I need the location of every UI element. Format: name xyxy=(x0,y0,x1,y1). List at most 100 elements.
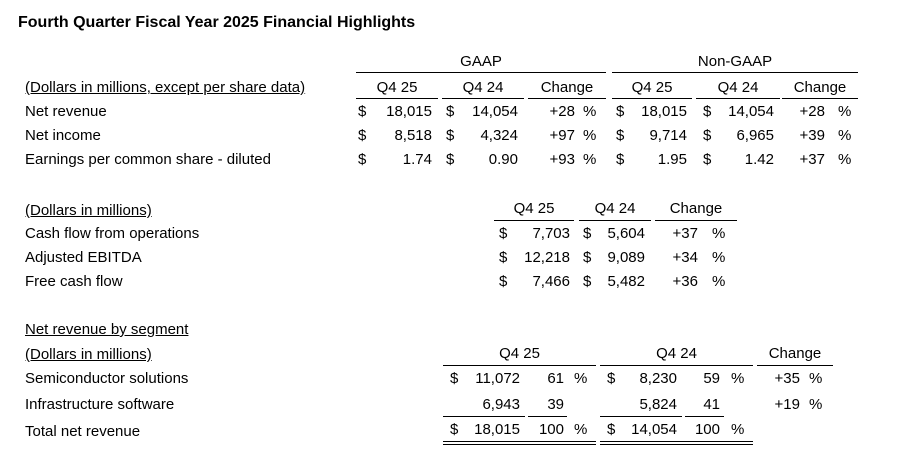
value-segment-q424: 8,230 xyxy=(639,370,677,387)
dollar-sign: $ xyxy=(703,127,712,144)
value-segment-pct-q425: 39 xyxy=(547,396,564,413)
dollar-sign: $ xyxy=(358,103,367,120)
value-gaap-change: +97 xyxy=(549,127,575,144)
col-header-nongaap-q425: Q4 25 xyxy=(631,79,673,96)
percent-sign: % xyxy=(712,273,726,290)
cash-col-header-change: Change xyxy=(669,200,723,217)
value-cash-change: +37 xyxy=(672,225,698,242)
col-header-gaap-q425: Q4 25 xyxy=(376,79,418,96)
value-segment-pct-q424: 41 xyxy=(703,396,720,413)
col-header-nongaap-q424: Q4 24 xyxy=(717,79,759,96)
dollar-sign: $ xyxy=(703,103,712,120)
total-double-rule xyxy=(443,444,596,445)
value-cash-change: +36 xyxy=(672,273,698,290)
gaap-header-rule xyxy=(356,72,606,73)
dollar-sign: $ xyxy=(358,127,367,144)
dollar-sign: $ xyxy=(616,103,625,120)
col-rule xyxy=(443,365,596,366)
subtotal-rule xyxy=(443,416,525,417)
col-rule xyxy=(579,220,651,221)
percent-sign: % xyxy=(574,370,588,387)
value-nongaap-q424: 14,054 xyxy=(728,103,774,120)
col-rule xyxy=(528,98,606,99)
percent-sign: % xyxy=(838,103,852,120)
value-segment-q425: 6,943 xyxy=(482,396,520,413)
segment-col-header-q424: Q4 24 xyxy=(656,345,697,362)
value-cash-q425: 12,218 xyxy=(524,249,570,266)
percent-sign: % xyxy=(583,151,597,168)
col-rule xyxy=(356,98,438,99)
dollar-sign: $ xyxy=(499,249,508,266)
nongaap-header: Non-GAAP xyxy=(697,53,773,70)
total-double-rule xyxy=(600,441,753,442)
col-header-gaap-q424: Q4 24 xyxy=(462,79,504,96)
segment-section-label: Net revenue by segment xyxy=(25,321,189,338)
value-cash-q425: 7,703 xyxy=(532,225,570,242)
value-gaap-q424: 4,324 xyxy=(480,127,518,144)
value-nongaap-change: +39 xyxy=(799,127,825,144)
cash-units-label: (Dollars in millions) xyxy=(25,202,152,219)
dollar-sign: $ xyxy=(450,421,459,438)
dollar-sign: $ xyxy=(499,225,508,242)
percent-sign: % xyxy=(838,127,852,144)
subtotal-rule xyxy=(685,416,724,417)
row-label-eps-diluted: Earnings per common share - diluted xyxy=(25,151,271,168)
value-gaap-q425: 8,518 xyxy=(394,127,432,144)
row-label-cash-flow-operations: Cash flow from operations xyxy=(25,225,200,242)
value-segment-change: +35 xyxy=(774,370,800,387)
percent-sign: % xyxy=(712,249,726,266)
value-cash-q424: 5,482 xyxy=(607,273,645,290)
row-label-adjusted-ebitda: Adjusted EBITDA xyxy=(25,249,142,266)
percent-sign: % xyxy=(731,370,745,387)
dollar-sign: $ xyxy=(583,225,592,242)
value-segment-pct-q425: 61 xyxy=(547,370,564,387)
col-rule xyxy=(782,98,858,99)
total-double-rule xyxy=(443,441,596,442)
value-total-q424: 14,054 xyxy=(631,421,677,438)
value-nongaap-q424: 6,965 xyxy=(736,127,774,144)
dollar-sign: $ xyxy=(703,151,712,168)
dollar-sign: $ xyxy=(583,273,592,290)
page-title: Fourth Quarter Fiscal Year 2025 Financia… xyxy=(18,14,416,31)
value-segment-change: +19 xyxy=(774,396,800,413)
value-total-pct-q424: 100 xyxy=(694,421,720,438)
percent-sign: % xyxy=(583,103,597,120)
nongaap-header-rule xyxy=(612,72,858,73)
value-nongaap-q424: 1.42 xyxy=(744,151,774,168)
segment-col-header-change: Change xyxy=(768,345,822,362)
percent-sign: % xyxy=(574,421,588,438)
row-label-net-revenue: Net revenue xyxy=(25,103,107,120)
cash-col-header-q424: Q4 24 xyxy=(594,200,636,217)
row-label-net-income: Net income xyxy=(25,127,101,144)
col-rule xyxy=(655,220,737,221)
value-gaap-q425: 18,015 xyxy=(386,103,432,120)
units-label: (Dollars in millions, except per share d… xyxy=(25,79,306,96)
dollar-sign: $ xyxy=(446,103,455,120)
subtotal-rule xyxy=(600,416,682,417)
col-rule xyxy=(612,98,692,99)
row-label-free-cash-flow: Free cash flow xyxy=(25,273,123,290)
col-rule xyxy=(696,98,780,99)
percent-sign: % xyxy=(712,225,726,242)
dollar-sign: $ xyxy=(583,249,592,266)
value-cash-q424: 9,089 xyxy=(607,249,645,266)
value-nongaap-change: +28 xyxy=(799,103,825,120)
value-cash-q424: 5,604 xyxy=(607,225,645,242)
dollar-sign: $ xyxy=(450,370,459,387)
percent-sign: % xyxy=(583,127,597,144)
value-nongaap-q425: 9,714 xyxy=(649,127,687,144)
gaap-header: GAAP xyxy=(460,53,502,70)
dollar-sign: $ xyxy=(607,421,616,438)
col-rule xyxy=(442,98,524,99)
value-segment-q424: 5,824 xyxy=(639,396,677,413)
dollar-sign: $ xyxy=(499,273,508,290)
dollar-sign: $ xyxy=(616,127,625,144)
segment-units-label: (Dollars in millions) xyxy=(25,346,152,363)
col-rule xyxy=(494,220,574,221)
value-gaap-q424: 14,054 xyxy=(472,103,518,120)
value-segment-pct-q424: 59 xyxy=(703,370,720,387)
col-header-gaap-change: Change xyxy=(540,79,594,96)
value-nongaap-q425: 18,015 xyxy=(641,103,687,120)
dollar-sign: $ xyxy=(358,151,367,168)
dollar-sign: $ xyxy=(616,151,625,168)
